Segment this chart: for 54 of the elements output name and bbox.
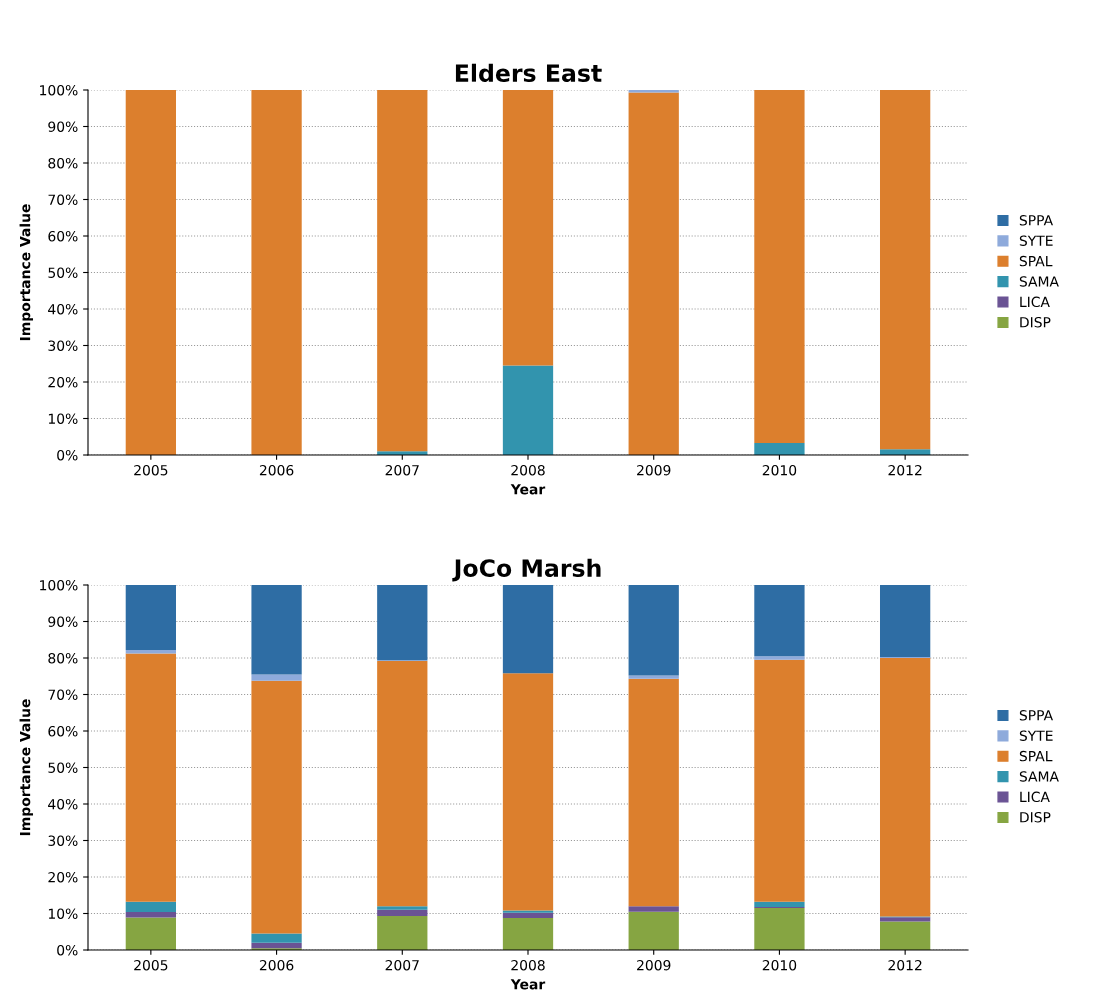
- legend-label: DISP: [1020, 316, 1051, 328]
- x-tick-label: 2008: [511, 464, 545, 476]
- y-tick-label: 40%: [48, 798, 78, 810]
- legend-label: LICA: [1020, 791, 1050, 803]
- y-tick-label: 10%: [48, 413, 78, 424]
- y-tick-label: 50%: [48, 267, 78, 278]
- y-tick-label: 90%: [48, 616, 78, 627]
- x-tick-label: 2006: [259, 959, 294, 971]
- y-tick-label: 40%: [48, 303, 78, 315]
- x-tick-label: 2009: [637, 959, 671, 971]
- y-tick-label: 80%: [48, 652, 78, 664]
- y-tick-label: 70%: [48, 194, 78, 205]
- y-tick-label: 0%: [57, 944, 78, 956]
- legend-label: SPPA: [1019, 710, 1053, 721]
- x-tick-label: 2012: [888, 464, 922, 476]
- x-tick-label: 2005: [134, 959, 168, 971]
- y-tick-label: 30%: [48, 835, 78, 846]
- y-tick-label: 90%: [48, 121, 78, 132]
- chart-title: JoCo Marsh: [452, 558, 601, 582]
- y-tick-label: 60%: [48, 725, 78, 737]
- x-tick-label: 2010: [762, 464, 797, 476]
- y-tick-label: 70%: [48, 689, 78, 700]
- x-tick-label: 2006: [259, 464, 294, 476]
- x-axis-title: Year: [510, 484, 546, 495]
- legend-label: SAMA: [1019, 276, 1059, 287]
- y-tick-label: 60%: [48, 230, 78, 242]
- x-tick-label: 2012: [888, 959, 922, 971]
- y-tick-label: 30%: [48, 340, 78, 351]
- legend-label: LICA: [1020, 296, 1050, 308]
- x-tick-label: 2008: [511, 959, 545, 971]
- x-tick-label: 2005: [134, 464, 168, 476]
- y-tick-label: 0%: [57, 449, 78, 461]
- y-tick-label: 100%: [40, 84, 78, 96]
- y-axis-title: Importance Value: [19, 699, 34, 836]
- chart-title: Elders East: [455, 63, 602, 82]
- x-tick-label: 2009: [637, 464, 671, 476]
- y-tick-label: 20%: [48, 871, 78, 883]
- y-tick-label: 10%: [48, 908, 78, 919]
- y-tick-label: 80%: [48, 157, 78, 169]
- legend-label: DISP: [1020, 811, 1051, 823]
- x-tick-label: 2007: [385, 959, 419, 971]
- x-tick-label: 2010: [762, 959, 797, 971]
- x-axis-title: Year: [510, 979, 546, 990]
- legend-label: SPAL: [1019, 255, 1053, 267]
- x-tick-label: 2007: [385, 464, 419, 476]
- y-tick-label: 20%: [48, 376, 78, 388]
- y-tick-label: 50%: [48, 762, 78, 773]
- legend-label: SPAL: [1019, 750, 1053, 762]
- legend-label: SYTE: [1019, 235, 1053, 246]
- y-tick-label: 100%: [40, 579, 78, 591]
- legend-label: SPPA: [1019, 215, 1053, 226]
- legend-label: SYTE: [1019, 730, 1053, 741]
- y-axis-title: Importance Value: [19, 204, 34, 341]
- legend-label: SAMA: [1019, 771, 1059, 782]
